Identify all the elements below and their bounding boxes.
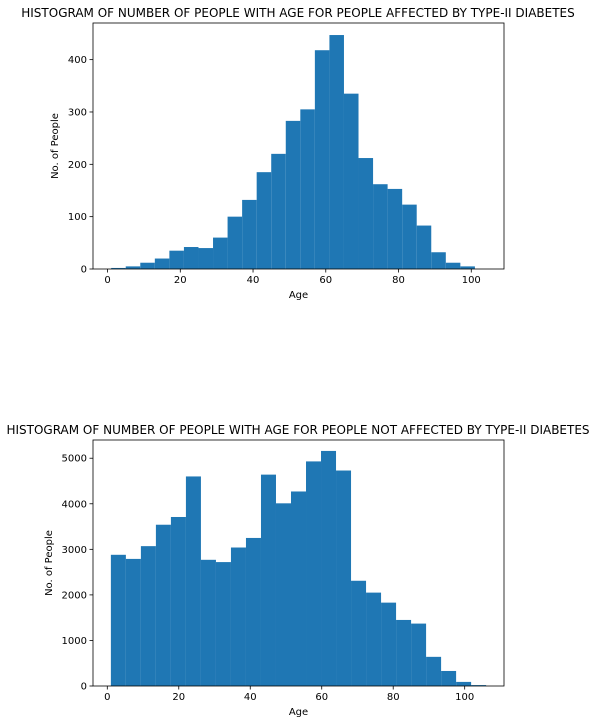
histogram-bar	[456, 681, 472, 686]
histogram-bar	[285, 120, 301, 270]
histogram-bar	[321, 450, 337, 686]
histogram-bar	[445, 262, 461, 269]
x-tick-label: 40	[244, 692, 257, 703]
y-tick-label: 5000	[62, 454, 87, 465]
y-tick-label: 300	[68, 107, 87, 118]
histogram-bar	[125, 266, 141, 269]
y-tick-label: 1000	[62, 636, 87, 647]
histogram-bar	[111, 267, 126, 269]
histogram-bar	[154, 258, 170, 269]
histogram-bar	[185, 476, 201, 686]
histogram-bar	[198, 248, 214, 269]
histogram-bar	[336, 470, 352, 686]
histogram-bar	[441, 670, 457, 686]
histogram-bar	[275, 503, 291, 686]
y-tick-label: 4000	[62, 499, 87, 510]
x-tick-label: 40	[247, 275, 260, 286]
x-tick-label: 80	[392, 275, 405, 286]
histogram-bar	[300, 109, 315, 270]
x-tick-label: 80	[387, 692, 400, 703]
histogram-bar	[125, 558, 141, 686]
histogram-bar	[396, 619, 412, 686]
x-tick-label: 0	[104, 692, 110, 703]
histogram-bar	[358, 158, 374, 269]
histogram-bar	[351, 580, 367, 686]
y-tick-label: 100	[68, 212, 87, 223]
histogram-bar	[314, 50, 330, 269]
x-tick-label: 60	[315, 692, 328, 703]
histogram-bar	[140, 546, 156, 686]
x-axis-label: Age	[289, 290, 308, 301]
chart-title: HISTOGRAM OF NUMBER OF PEOPLE WITH AGE F…	[21, 6, 575, 20]
histogram-bar	[373, 184, 388, 269]
histogram-bar	[271, 153, 286, 269]
x-tick-label: 0	[104, 275, 110, 286]
histogram-bar	[260, 474, 276, 686]
y-axis-label: No. of People	[50, 113, 61, 179]
histogram-bar	[431, 252, 446, 269]
histogram-bar	[402, 204, 417, 269]
histogram-bar	[416, 225, 432, 269]
histogram-bar	[170, 516, 186, 686]
histogram-bar	[329, 35, 344, 269]
histogram-bar	[411, 623, 427, 686]
histogram-bar	[245, 537, 261, 686]
histogram-bar	[140, 262, 155, 269]
x-tick-label: 20	[172, 692, 185, 703]
histogram-bar	[306, 461, 322, 686]
x-tick-label: 100	[462, 275, 481, 286]
x-tick-label: 100	[455, 692, 474, 703]
histogram-bar	[213, 237, 228, 269]
plot-frame	[92, 439, 505, 687]
histogram-bar	[169, 250, 184, 269]
histogram-bar	[471, 685, 487, 686]
y-tick-label: 400	[68, 55, 87, 66]
y-tick-label: 2000	[62, 590, 87, 601]
histogram-bar	[227, 216, 243, 269]
x-axis-label: Age	[289, 707, 308, 718]
histogram-bar	[242, 199, 257, 269]
histogram-bar	[110, 554, 126, 686]
histogram-bar	[381, 602, 397, 686]
y-tick-label: 0	[81, 265, 87, 276]
histogram-bar	[460, 266, 475, 269]
histogram-bar	[230, 547, 246, 686]
histogram-bar	[200, 559, 216, 686]
y-tick-label: 0	[81, 682, 87, 693]
histogram-bar	[343, 93, 359, 269]
x-tick-label: 20	[174, 275, 187, 286]
histogram-bar	[215, 562, 231, 686]
histogram-bar	[366, 592, 382, 686]
y-axis-label: No. of People	[44, 530, 55, 596]
y-tick-label: 3000	[62, 545, 87, 556]
y-tick-label: 200	[68, 160, 87, 171]
chart-title: HISTOGRAM OF NUMBER OF PEOPLE WITH AGE F…	[6, 423, 589, 437]
histogram-bar	[426, 656, 442, 686]
x-tick-label: 60	[319, 275, 332, 286]
histogram-bar	[290, 491, 307, 686]
histogram-bar	[387, 188, 403, 269]
histogram-bar	[256, 172, 272, 269]
histogram-bar	[183, 247, 199, 269]
plot-frame	[92, 22, 505, 270]
histogram-bar	[155, 524, 171, 686]
